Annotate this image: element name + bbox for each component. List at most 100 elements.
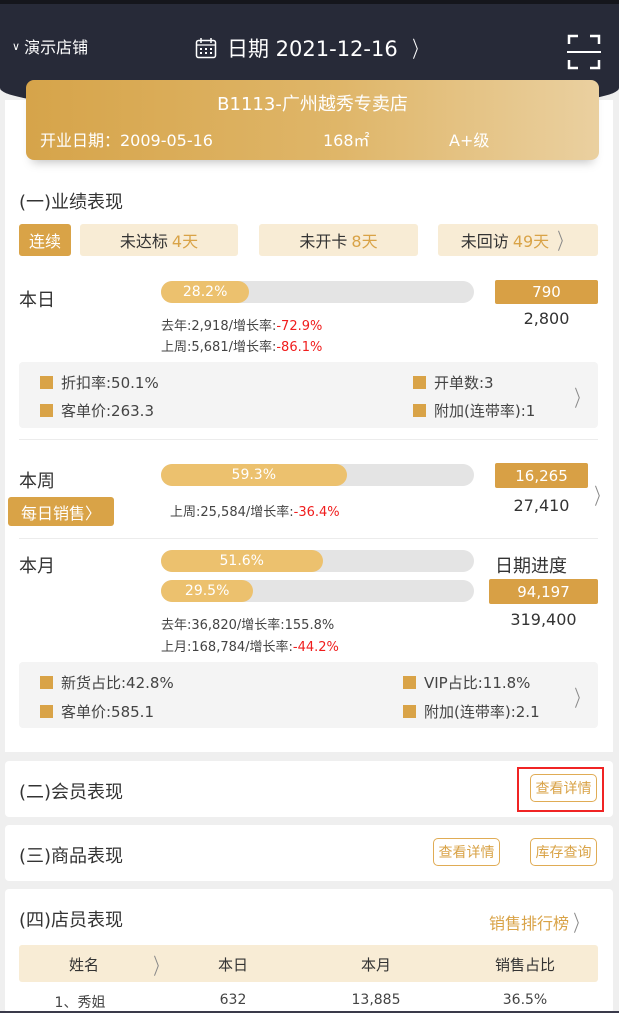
today-label: 本日 (19, 290, 55, 311)
week-progress-fill: 59.3% (161, 464, 347, 486)
store-selector[interactable]: ∨ 演示店铺 (12, 34, 88, 58)
staff-share: 36.5% (502, 992, 548, 1008)
today-last-week: 上周:5,681/增长率:-86.1% (161, 336, 322, 355)
today-actual-badge: 790 (495, 280, 598, 304)
staff-month: 13,885 (351, 992, 401, 1008)
staff-title: (四)店员表现 (19, 910, 124, 931)
chip-no-visit[interactable]: 未回访 49天〉 (438, 224, 598, 256)
members-detail-button[interactable]: 查看详情 (530, 774, 597, 802)
chip-label: 未达标 (119, 232, 168, 251)
bottom-edge (0, 1011, 619, 1013)
bullet-icon (403, 705, 416, 718)
staff-day: 632 (219, 992, 247, 1008)
sales-ranking-link[interactable]: 销售排行榜〉 (489, 906, 591, 938)
growth-rate: -72.9% (276, 319, 323, 334)
chip-value: 49天 (512, 232, 550, 251)
stat-avg-price: 客单价:585.1 (40, 701, 154, 722)
growth-rate: -36.4% (293, 505, 340, 520)
week-detail-chevron-icon[interactable]: 〉 (594, 485, 608, 510)
stat-text: VIP占比:11.8% (424, 674, 531, 692)
month-progress-fill: 51.6% (161, 550, 323, 572)
month-progress-bar: 51.6% (161, 550, 474, 572)
divider (19, 538, 598, 539)
store-open-date: 开业日期：2009-05-16 (40, 131, 213, 150)
week-target: 27,410 (513, 496, 570, 515)
month-stats-box[interactable]: 新货占比:42.8% VIP占比:11.8% 客单价:585.1 附加(连带率)… (19, 662, 598, 728)
staff-table-header: 姓名 〉 本日 本月 销售占比 (19, 945, 598, 982)
store-info-card: B1113-广州越秀专卖店 开业日期：2009-05-16 168㎡ A+级 (26, 80, 599, 160)
today-stats-box[interactable]: 折扣率:50.1% 开单数:3 客单价:263.3 附加(连带率):1 〉 (19, 362, 598, 428)
today-progress-fill: 28.2% (161, 281, 250, 303)
store-selector-label: 演示店铺 (24, 38, 89, 57)
bullet-icon (413, 376, 426, 389)
stat-text: 客单价:263.3 (61, 402, 154, 420)
comparison-text: 去年:2,918/增长率: (161, 319, 277, 334)
chevron-down-icon: ∨ (12, 40, 21, 53)
chip-no-card[interactable]: 未开卡 8天 (259, 224, 418, 256)
month-actual-badge: 94,197 (489, 579, 598, 604)
streak-label: 连续 (19, 224, 71, 256)
products-detail-button[interactable]: 查看详情 (433, 838, 500, 866)
date-progress-bar: 29.5% (161, 580, 474, 602)
stock-query-button[interactable]: 库存查询 (530, 838, 597, 866)
growth-rate: -44.2% (292, 640, 339, 655)
chip-value: 8天 (351, 232, 378, 251)
chevron-right-icon: 〉 (574, 387, 588, 412)
stat-text: 附加(连带率):2.1 (424, 703, 540, 721)
calendar-icon (195, 38, 217, 59)
stat-discount: 折扣率:50.1% (40, 372, 159, 393)
comparison-text: 上月:168,784/增长率: (161, 640, 293, 655)
chip-label: 未开卡 (299, 232, 348, 251)
stat-text: 客单价:585.1 (61, 703, 154, 721)
stat-text: 开单数:3 (434, 374, 494, 392)
week-progress-bar: 59.3% (161, 464, 474, 486)
bullet-icon (413, 404, 426, 417)
chevron-right-icon: 〉 (573, 912, 587, 937)
status-bar (0, 0, 619, 4)
today-last-year: 去年:2,918/增长率:-72.9% (161, 315, 322, 334)
bullet-icon (40, 676, 53, 689)
bullet-icon (40, 705, 53, 718)
stat-attach-rate: 附加(连带率):2.1 (403, 701, 540, 722)
date-progress-fill: 29.5% (161, 580, 254, 602)
stat-orders: 开单数:3 (413, 372, 494, 393)
sales-ranking-label: 销售排行榜 (489, 914, 570, 933)
chip-not-met[interactable]: 未达标 4天 (80, 224, 238, 256)
products-title: (三)商品表现 (19, 846, 124, 867)
month-last-year: 去年:36,820/增长率:155.8% (161, 618, 335, 633)
bullet-icon (403, 676, 416, 689)
column-share: 销售占比 (494, 956, 556, 974)
highlight-box (517, 767, 604, 812)
today-target: 2,800 (523, 309, 570, 328)
stat-avg-price: 客单价:263.3 (40, 400, 154, 421)
comparison-text: 上周:5,681/增长率: (161, 340, 277, 355)
chevron-right-icon: 〉 (557, 230, 571, 255)
chevron-right-icon: 〉 (574, 687, 588, 712)
performance-title: (一)业绩表现 (19, 192, 124, 213)
week-label: 本周 (19, 471, 55, 492)
stat-text: 附加(连带率):1 (434, 402, 536, 420)
date-progress-label: 日期进度 (495, 556, 567, 577)
bullet-icon (40, 404, 53, 417)
scan-icon[interactable] (567, 34, 601, 70)
column-name[interactable]: 姓名 (68, 956, 100, 974)
month-label: 本月 (19, 556, 55, 577)
store-grade: A+级 (449, 131, 490, 150)
month-target: 319,400 (510, 610, 577, 629)
daily-sales-button[interactable]: 每日销售〉 (8, 497, 114, 526)
store-area: 168㎡ (323, 131, 370, 150)
month-last-month: 上月:168,784/增长率:-44.2% (161, 636, 339, 655)
members-title: (二)会员表现 (19, 782, 124, 803)
bullet-icon (40, 376, 53, 389)
column-month: 本月 (360, 956, 392, 974)
growth-rate: -86.1% (276, 340, 323, 355)
column-day: 本日 (217, 956, 249, 974)
stat-new-goods: 新货占比:42.8% (40, 672, 174, 693)
week-actual-badge: 16,265 (495, 463, 588, 488)
chip-value: 4天 (171, 232, 199, 251)
stat-text: 新货占比:42.8% (61, 674, 174, 692)
stat-vip: VIP占比:11.8% (403, 672, 530, 693)
chevron-right-icon[interactable]: 〉 (153, 955, 167, 980)
products-card (5, 825, 613, 881)
date-picker[interactable]: 日期 2021-12-16 〉 (195, 32, 430, 64)
